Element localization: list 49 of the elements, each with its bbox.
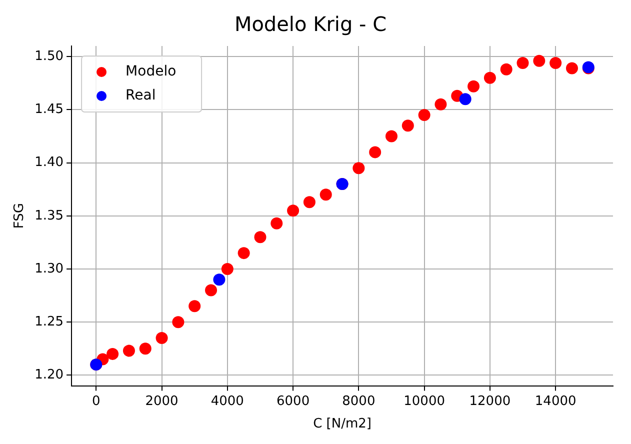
y-tick-label: 1.30 xyxy=(34,261,64,276)
point xyxy=(205,284,218,296)
point xyxy=(500,63,512,76)
point xyxy=(270,217,283,230)
point xyxy=(385,130,398,142)
x-tick-label: 0 xyxy=(92,394,100,409)
point xyxy=(369,146,382,158)
chart-title: Modelo Krig - C xyxy=(234,12,387,36)
x-axis-title: C [N/m2] xyxy=(313,416,372,432)
x-tick-label: 14000 xyxy=(534,394,576,409)
point xyxy=(320,188,332,201)
point xyxy=(459,93,472,106)
point xyxy=(303,196,316,208)
x-tick-label: 12000 xyxy=(469,394,511,409)
legend-label: Modelo xyxy=(126,64,176,80)
y-tick-label: 1.40 xyxy=(34,155,64,170)
point xyxy=(254,231,266,244)
x-tick-label: 2000 xyxy=(145,394,178,409)
point xyxy=(550,56,562,69)
y-tick-label: 1.20 xyxy=(34,368,64,383)
point xyxy=(156,332,168,344)
y-axis-title: FSG xyxy=(12,203,28,229)
x-tick-label: 4000 xyxy=(210,394,244,409)
point xyxy=(352,162,365,174)
y-tick-label: 1.35 xyxy=(34,208,64,224)
point xyxy=(238,247,250,260)
point xyxy=(221,262,234,275)
point xyxy=(484,72,496,84)
point xyxy=(122,344,135,357)
point xyxy=(287,204,300,217)
y-tick-label: 1.45 xyxy=(34,102,64,118)
point xyxy=(418,109,430,122)
x-tick-label: 8000 xyxy=(342,394,376,409)
legend-label: Real xyxy=(126,88,156,104)
point xyxy=(402,120,414,132)
point xyxy=(213,274,226,286)
point xyxy=(106,348,119,360)
y-tick-label: 1.25 xyxy=(34,314,64,330)
point xyxy=(566,62,578,74)
point xyxy=(172,316,184,328)
x-tick-label: 10000 xyxy=(404,394,445,409)
point xyxy=(468,80,480,92)
point xyxy=(516,56,529,69)
point xyxy=(434,98,447,110)
point xyxy=(188,300,201,312)
x-tick-label: 6000 xyxy=(276,394,310,409)
point xyxy=(533,54,546,67)
y-tick-label: 1.50 xyxy=(34,48,64,64)
point xyxy=(139,342,152,355)
